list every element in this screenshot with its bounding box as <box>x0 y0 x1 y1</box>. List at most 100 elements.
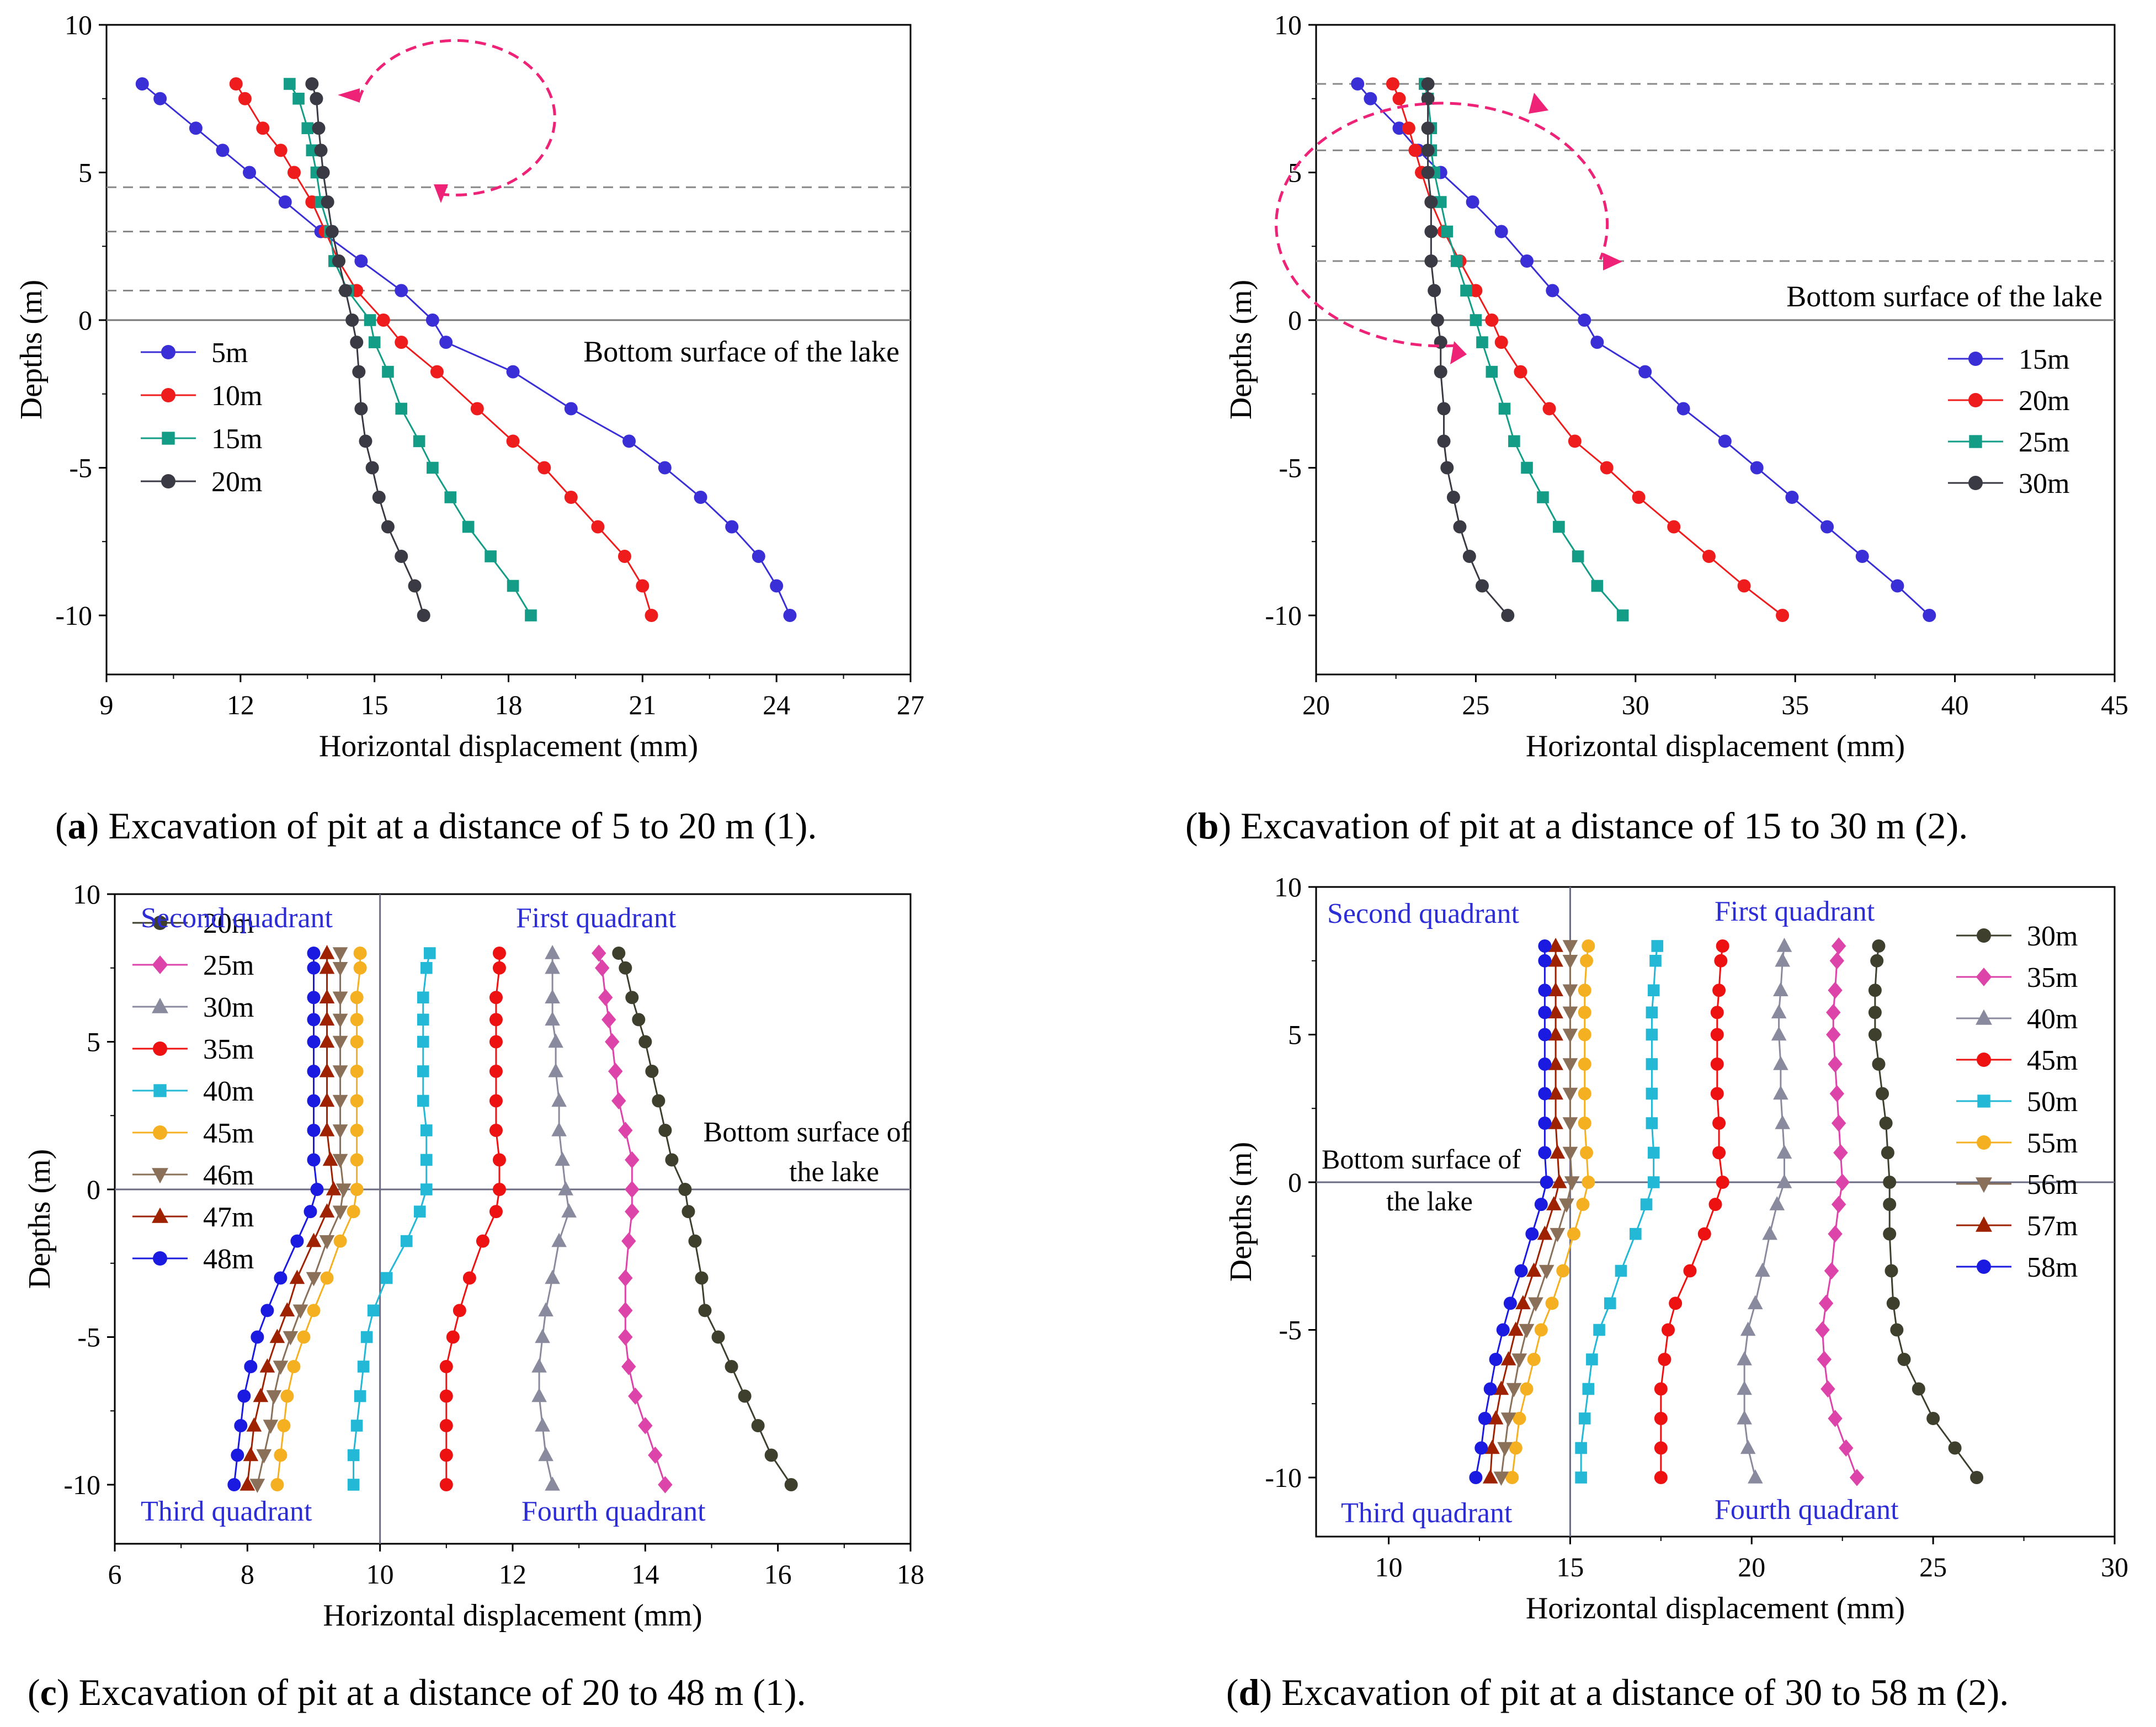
x-tick-label: 40 <box>1941 689 1969 720</box>
data-point-56m <box>1562 1087 1578 1102</box>
data-point-46m <box>332 1205 348 1220</box>
quadrant-label-third: Third quadrant <box>1341 1497 1513 1529</box>
y-tick-label: -5 <box>1279 453 1302 483</box>
data-point-45m <box>350 991 364 1005</box>
data-point-35m <box>1829 952 1845 970</box>
data-point-58m <box>1538 984 1552 997</box>
data-point-5m <box>243 166 257 179</box>
data-point-50m <box>1647 1176 1660 1188</box>
data-point-50m <box>1582 1383 1595 1395</box>
lake-bottom-label: Bottom surface of <box>1322 1144 1521 1175</box>
data-point-56m <box>1562 1058 1578 1072</box>
data-point-5m <box>564 402 578 416</box>
data-point-45m <box>353 947 367 960</box>
legend-marker-30m <box>1977 928 1991 943</box>
data-point-20m <box>1702 550 1716 563</box>
data-point-35m <box>1849 1469 1865 1486</box>
data-point-50m <box>1646 1087 1658 1100</box>
data-point-45m <box>350 1153 364 1167</box>
data-point-40m <box>413 1205 426 1218</box>
legend-marker-50m <box>1977 1094 1990 1108</box>
data-point-47m <box>319 1063 335 1077</box>
data-point-45m <box>1654 1441 1668 1455</box>
x-tick-label: 20 <box>1738 1551 1765 1582</box>
data-point-56m <box>1500 1412 1516 1427</box>
data-point-47m <box>319 1033 335 1048</box>
data-point-20m <box>372 491 386 504</box>
data-point-35m <box>1839 1439 1854 1457</box>
data-point-57m <box>1548 1056 1563 1070</box>
data-point-48m <box>260 1304 274 1317</box>
data-point-35m <box>453 1304 466 1317</box>
data-point-20m <box>625 991 639 1005</box>
rotation-arrowhead <box>1450 341 1467 364</box>
data-point-30m <box>1421 144 1435 157</box>
data-point-45m <box>1710 1087 1724 1101</box>
data-point-45m <box>1710 1058 1724 1071</box>
data-point-30m <box>1970 1471 1984 1484</box>
rotation-arrowhead <box>434 184 448 203</box>
data-point-46m <box>249 1479 265 1493</box>
data-point-25m <box>1460 284 1472 297</box>
data-point-48m <box>290 1234 304 1248</box>
data-point-10m <box>470 402 484 416</box>
data-point-30m <box>1883 1198 1897 1211</box>
data-point-57m <box>1548 1115 1563 1129</box>
x-tick-label: 15 <box>361 689 388 720</box>
data-point-20m <box>1494 336 1508 349</box>
data-point-20m <box>305 77 319 91</box>
x-axis-title: Horizontal displacement (mm) <box>323 1598 702 1633</box>
data-point-40m <box>1773 1085 1788 1100</box>
data-point-57m <box>1482 1469 1498 1484</box>
data-point-20m <box>652 1094 666 1108</box>
data-point-57m <box>1546 1196 1562 1210</box>
data-point-15m <box>306 144 318 157</box>
legend-label-20m: 20m <box>203 908 254 939</box>
data-point-46m <box>332 1124 348 1139</box>
caption-a-text: Excavation of pit at a distance of 5 to … <box>108 805 817 847</box>
data-point-10m <box>287 166 301 179</box>
data-point-47m <box>289 1269 305 1284</box>
data-point-20m <box>1469 284 1483 297</box>
lake-bottom-label: the lake <box>789 1156 879 1188</box>
data-point-10m <box>229 77 243 91</box>
legend-marker-30m <box>152 997 168 1013</box>
legend-marker-45m <box>153 1125 167 1140</box>
data-point-56m <box>1539 1264 1555 1279</box>
data-point-25m <box>601 1011 616 1028</box>
chart-a: 9 12 15 18 21 24 27 -10 -5 0 5 10 Horizontal displac… <box>14 9 924 763</box>
data-point-30m <box>1948 1441 1962 1455</box>
data-point-58m <box>1496 1323 1510 1337</box>
data-point-15m <box>382 365 394 378</box>
data-point-40m <box>1740 1321 1756 1336</box>
rotation-arrowhead <box>1529 93 1548 114</box>
quadrant-label-third: Third quadrant <box>141 1496 312 1527</box>
data-point-30m <box>545 1011 560 1026</box>
data-point-25m <box>621 1232 636 1250</box>
y-tick-label: -5 <box>69 453 92 483</box>
data-point-55m <box>1578 1117 1591 1130</box>
data-point-46m <box>273 1361 289 1375</box>
data-point-40m <box>1748 1295 1763 1310</box>
data-point-20m <box>1600 461 1614 475</box>
data-point-45m <box>1710 1028 1724 1041</box>
data-point-5m <box>752 550 765 563</box>
legend-label-58m: 58m <box>2027 1252 2078 1283</box>
data-point-35m <box>1815 1321 1830 1339</box>
data-point-20m <box>612 947 626 960</box>
data-point-15m <box>1785 491 1799 504</box>
data-point-55m <box>1578 984 1591 997</box>
data-point-25m <box>592 944 606 962</box>
data-point-20m <box>365 461 379 475</box>
data-point-25m <box>658 1476 673 1494</box>
data-point-57m <box>1548 1004 1563 1019</box>
x-tick-label: 10 <box>366 1559 394 1590</box>
data-point-30m <box>1437 434 1451 448</box>
caption-a: (a) Excavation of pit at a distance of 5… <box>55 805 817 847</box>
data-point-55m <box>1505 1471 1519 1484</box>
data-point-40m <box>1776 938 1792 952</box>
data-point-55m <box>1578 1058 1591 1071</box>
legend-label-56m: 56m <box>2027 1169 2078 1200</box>
data-point-46m <box>332 1035 348 1050</box>
data-point-25m <box>618 1269 633 1287</box>
